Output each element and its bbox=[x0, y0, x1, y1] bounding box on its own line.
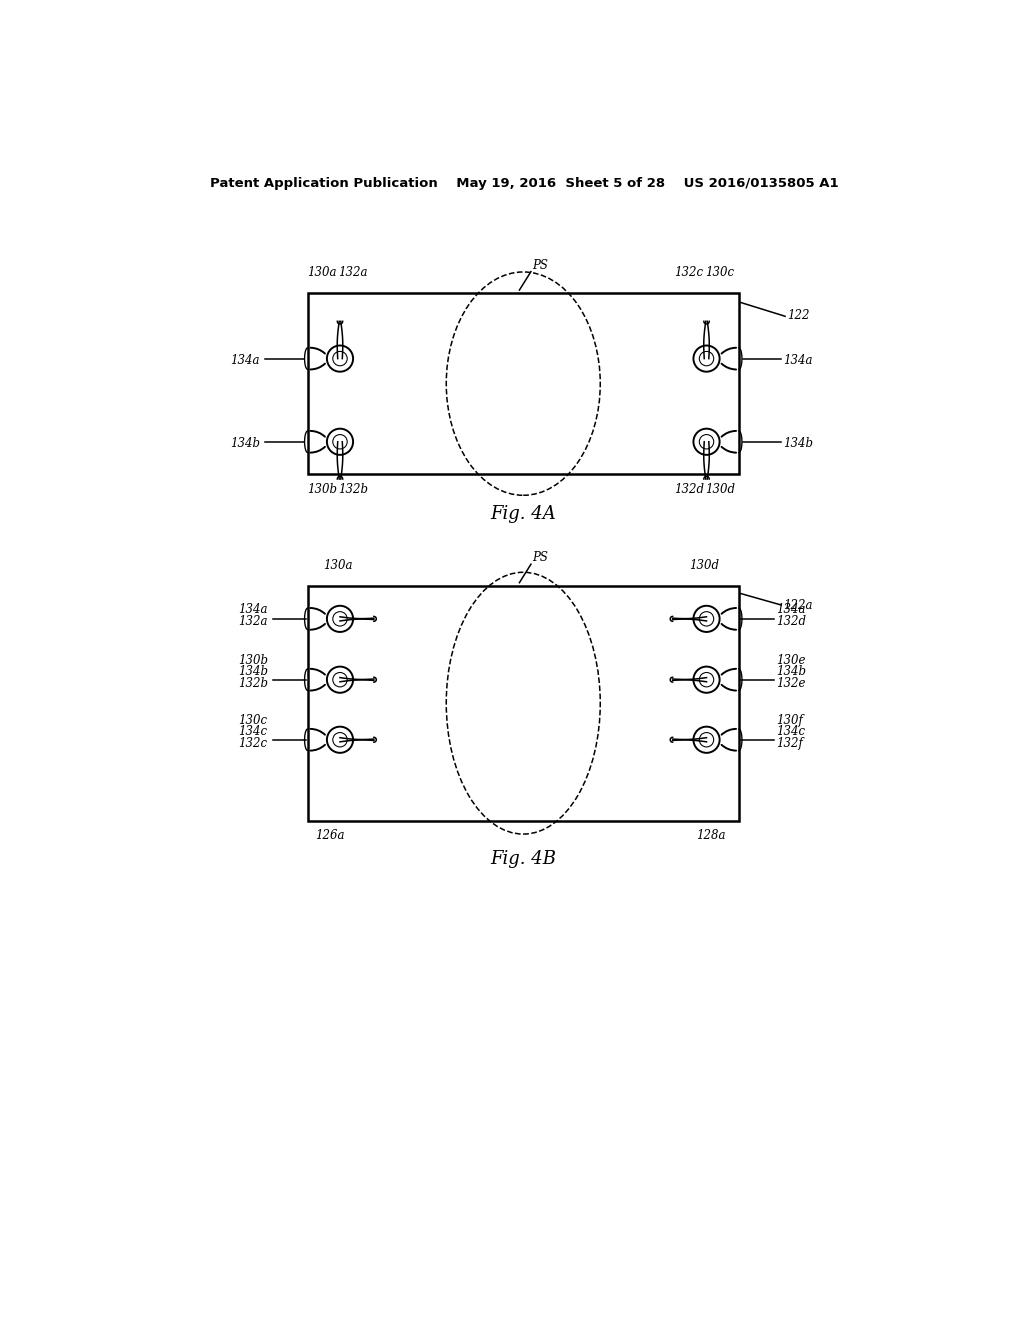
Text: 130c: 130c bbox=[239, 714, 267, 727]
Text: 130b: 130b bbox=[307, 483, 338, 495]
Text: Fig. 4A: Fig. 4A bbox=[490, 506, 556, 523]
Text: 132e: 132e bbox=[776, 677, 805, 690]
Text: 130d: 130d bbox=[705, 483, 735, 495]
Bar bbox=[307, 293, 739, 474]
Text: 134a: 134a bbox=[239, 603, 268, 615]
Text: 130a: 130a bbox=[307, 267, 337, 280]
Text: 134a: 134a bbox=[776, 603, 805, 615]
Text: 130f: 130f bbox=[776, 714, 803, 727]
Text: 132a: 132a bbox=[239, 615, 268, 628]
Text: 134a: 134a bbox=[230, 354, 260, 367]
Text: 126a: 126a bbox=[315, 829, 345, 842]
Text: PS: PS bbox=[532, 259, 549, 272]
Text: 130a: 130a bbox=[323, 558, 352, 572]
Text: 134c: 134c bbox=[776, 725, 805, 738]
Text: 130d: 130d bbox=[689, 558, 720, 572]
Text: 134c: 134c bbox=[239, 725, 267, 738]
Text: 130c: 130c bbox=[705, 267, 734, 280]
Text: 128a: 128a bbox=[696, 829, 726, 842]
Text: 130b: 130b bbox=[239, 655, 268, 668]
Text: PS: PS bbox=[532, 552, 549, 564]
Text: 122a: 122a bbox=[783, 599, 813, 612]
Text: Fig. 4B: Fig. 4B bbox=[490, 850, 556, 869]
Text: 134b: 134b bbox=[776, 665, 806, 678]
Text: 122: 122 bbox=[787, 309, 810, 322]
Text: 132b: 132b bbox=[239, 677, 268, 690]
Text: 132d: 132d bbox=[674, 483, 705, 495]
Bar bbox=[307, 586, 739, 821]
Text: 134b: 134b bbox=[783, 437, 813, 450]
Text: 132d: 132d bbox=[776, 615, 806, 628]
Text: 134b: 134b bbox=[239, 665, 268, 678]
Text: 132c: 132c bbox=[239, 738, 267, 751]
Text: 132f: 132f bbox=[776, 738, 803, 751]
Text: 132a: 132a bbox=[339, 267, 368, 280]
Text: 132b: 132b bbox=[339, 483, 369, 495]
Text: Patent Application Publication    May 19, 2016  Sheet 5 of 28    US 2016/0135805: Patent Application Publication May 19, 2… bbox=[211, 177, 839, 190]
Text: 132c: 132c bbox=[674, 267, 703, 280]
Text: 130e: 130e bbox=[776, 655, 805, 668]
Text: 134a: 134a bbox=[783, 354, 813, 367]
Text: 134b: 134b bbox=[230, 437, 261, 450]
